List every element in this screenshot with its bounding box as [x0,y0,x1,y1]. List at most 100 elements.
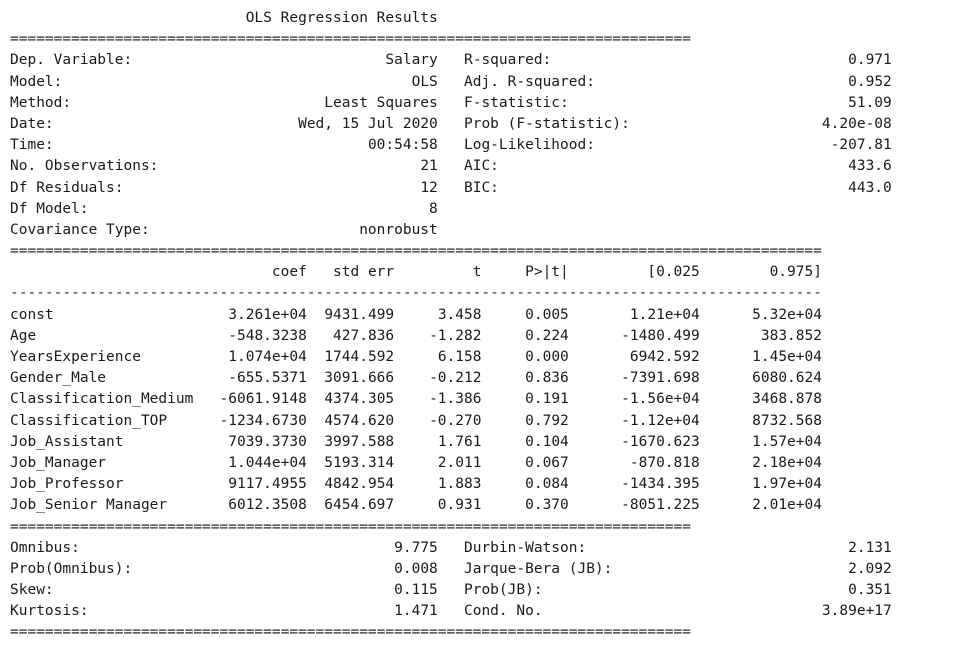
row-label: YearsExperience [10,349,141,365]
table-cell: 9117.4955 [228,476,307,493]
summary-row: Method: Least Squares F-statistic: 51.09 [10,93,892,114]
table-cell: 1.883 [437,476,482,493]
summary-row: Covariance Type: nonrobust [10,220,892,241]
summary-row: Df Model: 8 [10,199,892,220]
diagnostic-label: Kurtosis: [10,603,89,620]
separator: ========================================… [10,624,691,641]
summary-label: R-squared: [463,52,552,69]
title-line: OLS Regression Results [10,8,892,29]
table-cell: 0.931 [437,497,482,514]
table-cell: 2.01e+04 [752,497,822,514]
table-cell: 3.261e+04 [228,306,307,323]
diagnostic-label: Jarque-Bera (JB): [463,560,613,577]
table-cell: 6454.697 [324,497,395,514]
summary-label: Time: [10,137,54,154]
separator: ========================================… [10,31,691,48]
summary-row: Df Residuals: 12 BIC: 443.0 [10,178,892,199]
diagnostic-label: Prob(Omnibus): [10,560,133,577]
table-cell: 0.084 [525,476,569,493]
separator-line: ========================================… [10,622,892,643]
summary-value: 21 [420,158,438,175]
row-label: Job_Assistant [10,433,124,450]
table-cell: -1670.623 [621,433,700,450]
summary-label: Dep. Variable: [10,52,133,69]
table-cell: 5193.314 [324,454,395,471]
diagnostic-value: 1.471 [394,603,438,620]
table-cell: 0.224 [525,327,569,344]
summary-value: nonrobust [359,221,438,238]
row-label: Job_Senior Manager [10,497,168,514]
summary-row: Time: 00:54:58 Log-Likelihood: -207.81 [10,135,892,156]
row-label: Age [10,327,37,344]
summary-label: F-statistic: [463,94,569,111]
separator-line: ========================================… [10,517,892,538]
summary-row: Date: Wed, 15 Jul 2020 Prob (F-statistic… [10,114,892,135]
table-cell: -1.12e+04 [621,412,700,429]
summary-value: Salary [385,52,438,69]
diagnostic-value: 2.131 [848,539,892,556]
summary-label: Df Residuals: [10,179,124,196]
diagnostic-row: Prob(Omnibus): 0.008 Jarque-Bera (JB): 2… [10,559,892,580]
diagnostic-value: 3.89e+17 [821,603,892,620]
table-cell: 4374.305 [324,391,395,408]
diagnostic-label: Prob(JB): [463,582,543,599]
table-cell: 1.074e+04 [228,349,307,365]
table-row: Job_Manager 1.044e+04 5193.314 2.011 0.0… [10,453,892,474]
summary-value: 433.6 [848,158,892,175]
regression-output: OLS Regression Results ==================… [10,8,892,644]
table-cell: 1.044e+04 [228,454,307,471]
table-row: const 3.261e+04 9431.499 3.458 0.005 1.2… [10,305,892,326]
table-cell: 5.32e+04 [752,306,822,323]
summary-row: No. Observations: 21 AIC: 433.6 [10,156,892,177]
table-cell: 4842.954 [324,476,395,493]
summary-value: 51.09 [848,94,892,111]
column-header: 0.975] [769,264,822,281]
separator: ========================================… [10,518,691,535]
diagnostic-value: 2.092 [848,560,892,577]
row-label: Job_Professor [10,476,124,493]
table-cell: 1744.592 [324,349,395,365]
column-header: t [472,264,482,281]
table-cell: -1.282 [429,327,482,344]
summary-label: Model: [10,73,63,90]
table-cell: -0.270 [429,412,482,429]
summary-value: 00:54:58 [367,137,438,154]
table-cell: 1.21e+04 [629,306,700,323]
table-cell: 427.836 [333,327,395,344]
separator-line: ========================================… [10,29,892,50]
summary-value: Wed, 15 Jul 2020 [298,115,438,132]
summary-label: No. Observations: [10,158,159,175]
table-row: Job_Assistant 7039.3730 3997.588 1.761 0… [10,432,892,453]
summary-value: 443.0 [848,179,892,196]
summary-label: Df Model: [10,200,89,217]
summary-label: Covariance Type: [10,221,150,238]
diagnostic-label: Cond. No. [463,603,543,620]
table-cell: -7391.698 [621,370,700,387]
table-cell: -1434.395 [621,476,700,493]
column-header: coef [271,264,307,281]
table-row: Job_Senior Manager 6012.3508 6454.697 0.… [10,495,892,516]
summary-label: Method: [10,94,72,111]
table-cell: -1.386 [429,391,482,408]
table-cell: 3468.878 [752,391,822,408]
diagnostic-value: 9.775 [394,539,438,556]
table-cell: -1234.6730 [219,412,307,429]
table-cell: 3.458 [437,306,482,323]
table-cell: 1.57e+04 [752,433,822,450]
table-row: Classification_TOP -1234.6730 4574.620 -… [10,411,892,432]
diagnostic-label: Durbin-Watson: [463,539,587,556]
table-cell: -1.56e+04 [621,391,700,408]
summary-value: 0.971 [848,52,892,69]
separator: ----------------------------------------… [10,285,822,302]
summary-label: Prob (F-statistic): [463,115,630,132]
table-cell: 0.000 [525,349,569,365]
table-cell: 6.158 [437,349,482,365]
separator-line: ========================================… [10,241,892,262]
table-cell: -1480.499 [621,327,700,344]
summary-label: Log-Likelihood: [463,137,595,154]
table-cell: 3091.666 [324,370,395,387]
table-cell: 0.104 [525,433,569,450]
column-header: [0.025 [647,264,700,281]
summary-row: Model: OLS Adj. R-squared: 0.952 [10,72,892,93]
table-cell: 0.067 [525,454,569,471]
